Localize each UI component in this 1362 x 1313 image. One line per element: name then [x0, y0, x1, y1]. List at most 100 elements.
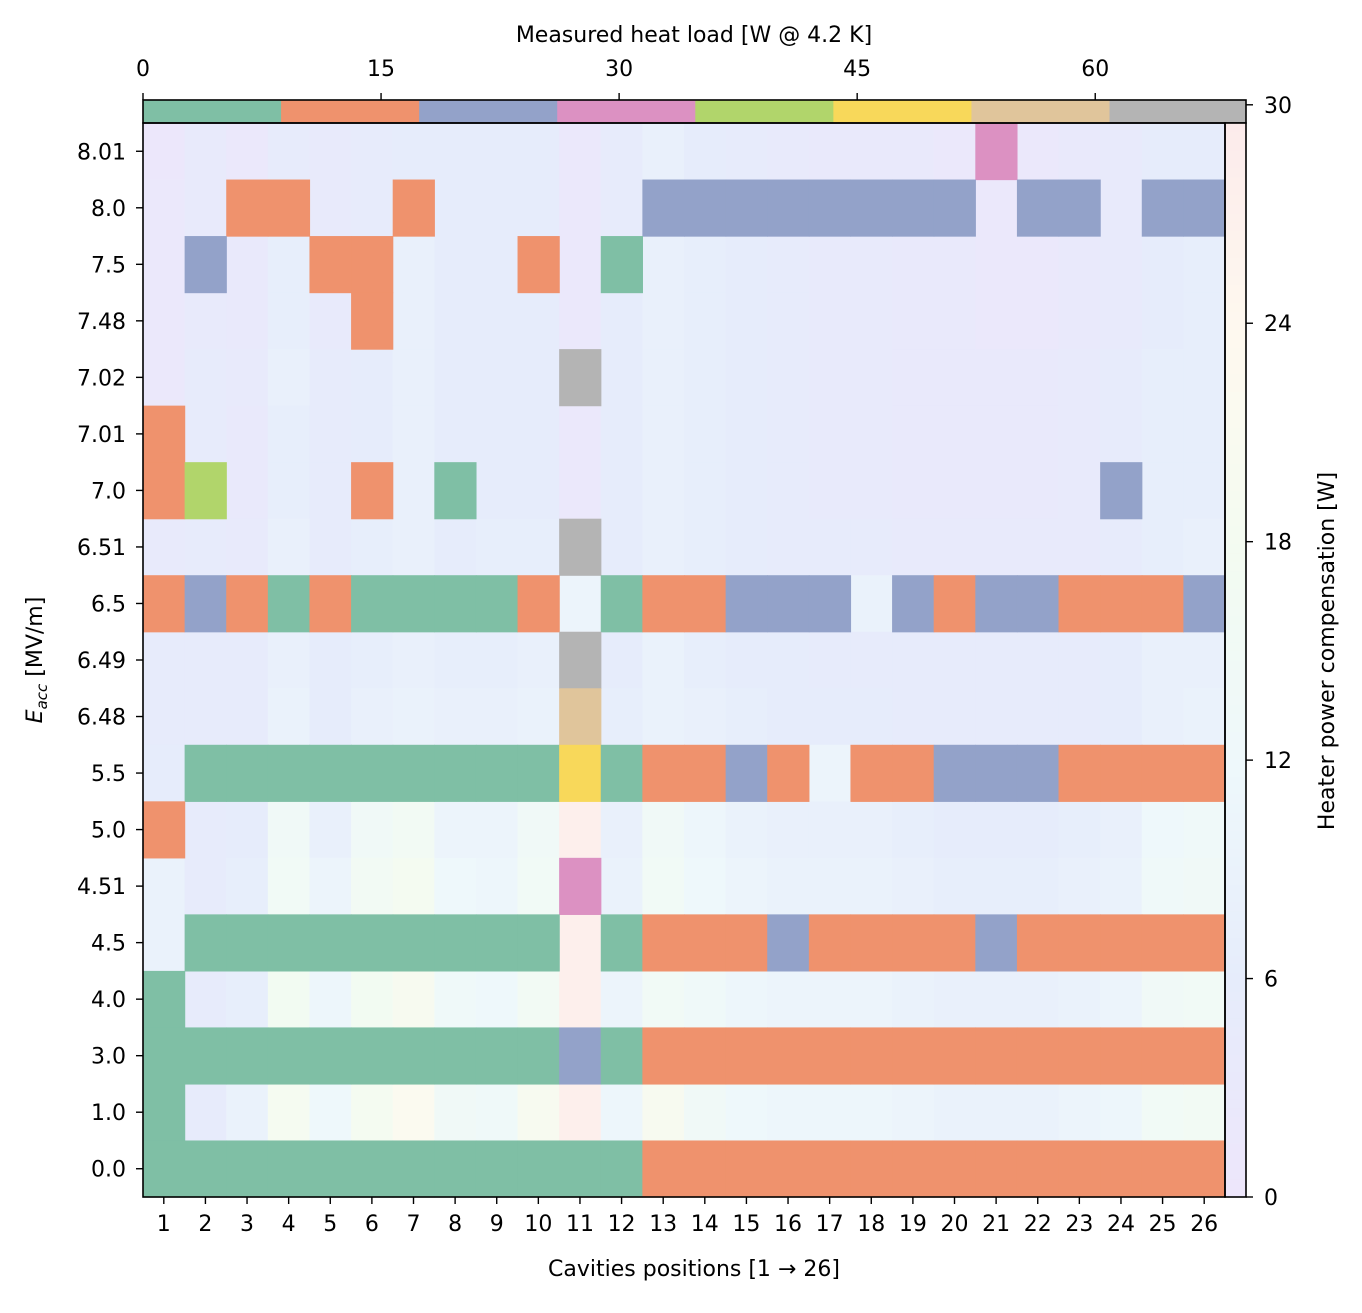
heat-load-bin-swatch [695, 100, 834, 123]
heat-load-cell [143, 1027, 186, 1085]
heat-load-cell [309, 236, 352, 294]
heat-load-cell [850, 179, 893, 237]
heat-load-cell [1100, 914, 1143, 972]
heater-cell [1058, 349, 1101, 407]
colorbar-tick-label: 18 [1264, 531, 1292, 556]
colorbar-segment [1225, 489, 1246, 500]
colorbar-segment [1225, 373, 1246, 384]
heater-cell [517, 857, 560, 915]
heat-load-cell [226, 575, 269, 633]
heater-cell [1183, 236, 1226, 294]
heater-cell [767, 123, 810, 181]
heater-cell [892, 801, 935, 859]
colorbar-segment [1225, 1062, 1246, 1073]
top-tick-label: 60 [1081, 57, 1109, 82]
heat-load-cell [143, 575, 186, 633]
top-tick-label: 0 [136, 57, 150, 82]
heater-cell [1100, 970, 1143, 1029]
heater-cell [1016, 292, 1060, 350]
heater-cell [1016, 349, 1060, 407]
heater-cell [642, 349, 685, 407]
heater-cell [767, 349, 810, 407]
heat-load-cell [1183, 744, 1226, 802]
heater-cell [684, 292, 727, 350]
heater-cell [767, 631, 810, 689]
heater-cell [434, 801, 477, 859]
colorbar-segment [1225, 248, 1246, 258]
heat-load-cell [434, 914, 477, 972]
colorbar-segment [1225, 937, 1246, 947]
colorbar-segment [1225, 785, 1246, 795]
colorbar-segment [1225, 856, 1246, 867]
heat-load-cell [184, 744, 227, 802]
heater-cell [933, 236, 976, 294]
heater-cell [642, 1083, 685, 1142]
heater-cell [975, 518, 1018, 576]
x-tick-label: 14 [691, 1212, 719, 1237]
heater-cell [1183, 857, 1226, 915]
heater-cell [351, 349, 394, 407]
y-tick-label: 8.0 [91, 197, 126, 222]
heater-cell [1183, 1083, 1226, 1142]
heater-cell [1183, 292, 1226, 350]
heater-cell [892, 349, 935, 407]
heater-cell [184, 349, 227, 407]
heater-cell [1016, 518, 1060, 576]
heater-cell [1016, 405, 1060, 463]
heater-cell [1016, 688, 1060, 746]
heater-cell [309, 123, 352, 181]
heater-cell [226, 688, 269, 746]
heat-load-cell [725, 575, 768, 633]
heater-cell [1100, 292, 1143, 350]
heat-load-cell [892, 1140, 935, 1198]
y-tick-label: 8.01 [77, 140, 126, 165]
heat-load-cell [808, 1027, 852, 1085]
heater-cell [475, 970, 519, 1029]
heater-cell [1141, 123, 1184, 181]
heater-cell [559, 123, 602, 181]
heat-load-cell [684, 744, 727, 802]
y-tick-label: 4.0 [91, 988, 126, 1013]
heat-load-cell [975, 123, 1018, 181]
heat-load-cell [725, 1027, 768, 1085]
top-tick-label: 15 [367, 57, 395, 82]
colorbar-segment [1225, 194, 1246, 205]
heater-cell [1183, 123, 1226, 181]
heater-cell [226, 123, 269, 181]
heat-load-cells-layer [143, 123, 1226, 1198]
heat-load-cell [1183, 1140, 1226, 1198]
heater-cell [1016, 970, 1060, 1029]
heater-cell [975, 970, 1018, 1029]
heater-cell [1058, 292, 1101, 350]
heater-cell [517, 179, 560, 237]
heater-cell [767, 405, 810, 463]
heater-cell [808, 1083, 852, 1142]
heater-cell [475, 631, 519, 689]
heater-cell [226, 518, 269, 576]
heater-cell [933, 349, 976, 407]
colorbar-segment [1225, 633, 1246, 643]
heater-cell [767, 462, 810, 520]
heat-load-cell [600, 914, 643, 972]
heater-cell [850, 236, 893, 294]
colorbar-segment [1225, 722, 1246, 733]
x-tick-label: 1 [157, 1212, 171, 1237]
heat-load-cell [767, 1140, 810, 1198]
heat-load-cell [351, 236, 394, 294]
colorbar-segment [1225, 615, 1246, 625]
heat-load-cell [1141, 1140, 1184, 1198]
colorbar-segment [1225, 803, 1246, 813]
heat-load-cell [767, 1027, 810, 1085]
heater-cell [184, 857, 227, 915]
colorbar-segment [1225, 293, 1246, 303]
heat-load-cell [725, 744, 768, 802]
heater-colorbar [1224, 122, 1247, 1198]
heater-cell [475, 292, 519, 350]
x-tick-label: 4 [282, 1212, 296, 1237]
heater-cell [434, 1083, 477, 1142]
heat-load-cell [392, 1140, 435, 1198]
colorbar-segment [1225, 1170, 1246, 1180]
heater-cell [559, 575, 602, 633]
heater-cell [392, 857, 435, 915]
heat-load-cell [850, 914, 893, 972]
